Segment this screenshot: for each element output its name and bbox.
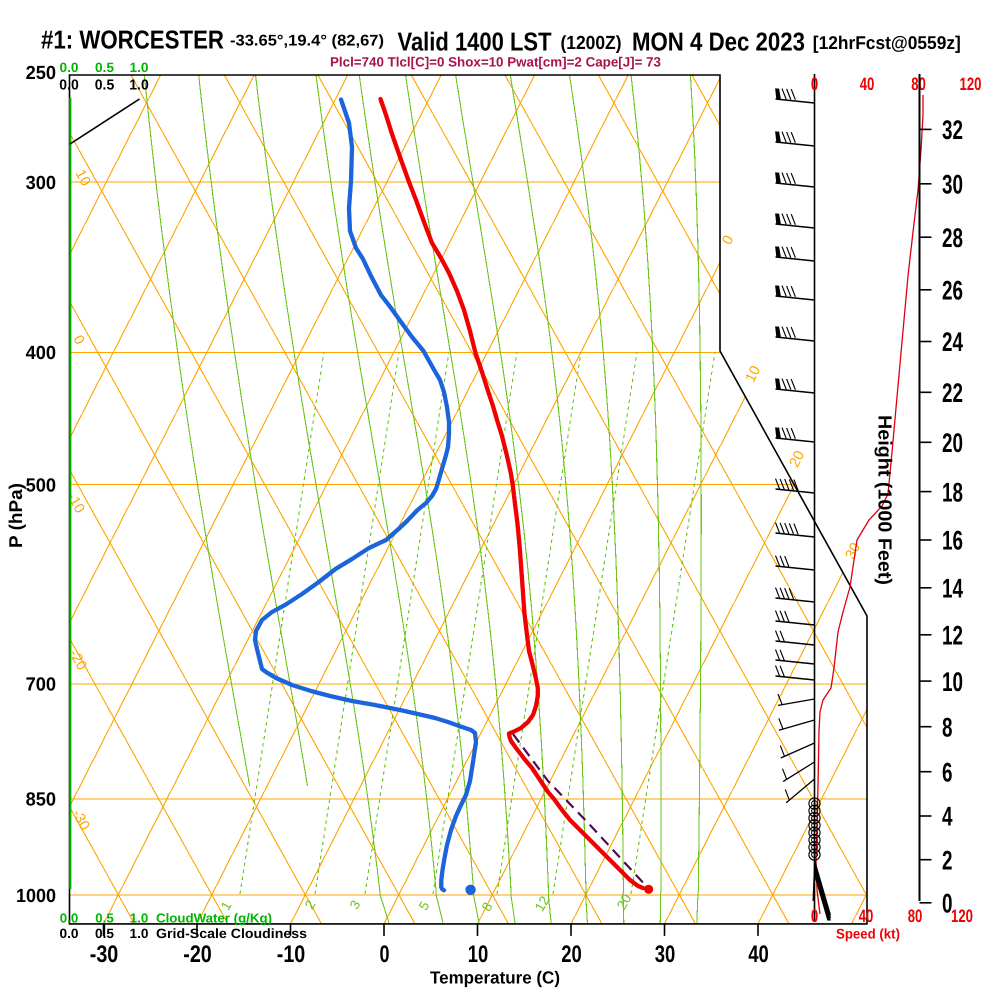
svg-text:P (hPa): P (hPa) xyxy=(5,483,26,548)
svg-text:20: 20 xyxy=(942,428,963,458)
svg-text:(1200Z): (1200Z) xyxy=(561,33,622,54)
svg-text:-10: -10 xyxy=(277,941,306,968)
svg-text:0.5: 0.5 xyxy=(95,78,115,94)
svg-text:26: 26 xyxy=(942,276,963,306)
svg-text:10: 10 xyxy=(72,167,94,189)
svg-text:30: 30 xyxy=(843,540,865,562)
svg-text:0.5: 0.5 xyxy=(95,911,114,926)
svg-text:Grid-Scale Cloudiness: Grid-Scale Cloudiness xyxy=(156,926,307,941)
svg-text:850: 850 xyxy=(26,790,56,811)
svg-text:0: 0 xyxy=(942,889,953,919)
svg-text:30: 30 xyxy=(942,170,963,200)
svg-text:Height (1000 Feet): Height (1000 Feet) xyxy=(874,415,895,585)
svg-text:40: 40 xyxy=(860,74,875,94)
svg-text:40: 40 xyxy=(859,906,874,926)
svg-text:MON 4 Dec 2023: MON 4 Dec 2023 xyxy=(632,26,805,56)
svg-text:#1: WORCESTER: #1: WORCESTER xyxy=(41,25,224,55)
svg-text:0: 0 xyxy=(811,74,818,94)
svg-text:24: 24 xyxy=(942,327,963,357)
svg-text:1.0: 1.0 xyxy=(130,926,149,941)
svg-text:0.5: 0.5 xyxy=(95,60,114,75)
svg-text:Valid 1400 LST: Valid 1400 LST xyxy=(398,26,552,56)
svg-text:12: 12 xyxy=(532,893,553,914)
svg-text:10: 10 xyxy=(468,941,489,968)
svg-text:20: 20 xyxy=(787,448,809,470)
svg-text:Plcl=740 Tlcl[C]=0 Shox=10 Pwa: Plcl=740 Tlcl[C]=0 Shox=10 Pwat[cm]=2 Ca… xyxy=(330,55,661,70)
svg-text:0: 0 xyxy=(380,941,390,968)
svg-text:120: 120 xyxy=(951,906,973,926)
svg-text:80: 80 xyxy=(908,906,923,926)
svg-text:400: 400 xyxy=(26,343,56,364)
svg-text:250: 250 xyxy=(26,63,56,84)
svg-text:10: 10 xyxy=(942,667,963,697)
svg-text:-30: -30 xyxy=(90,941,119,968)
svg-text:0.0: 0.0 xyxy=(60,60,79,75)
svg-text:30: 30 xyxy=(655,941,676,968)
svg-text:CloudWater (g/Kg): CloudWater (g/Kg) xyxy=(156,911,272,926)
svg-text:120: 120 xyxy=(960,74,982,94)
svg-text:[12hrFcst@0559z]: [12hrFcst@0559z] xyxy=(813,32,961,53)
svg-text:500: 500 xyxy=(26,475,56,496)
svg-text:6: 6 xyxy=(942,757,953,787)
svg-text:2: 2 xyxy=(942,845,953,875)
svg-text:1.0: 1.0 xyxy=(129,78,149,94)
svg-text:-33.65°,19.4° (82,67): -33.65°,19.4° (82,67) xyxy=(230,33,384,50)
svg-text:28: 28 xyxy=(942,223,963,253)
svg-text:22: 22 xyxy=(942,378,963,408)
svg-text:Speed (kt): Speed (kt) xyxy=(836,926,900,942)
svg-text:-20: -20 xyxy=(183,941,212,968)
svg-text:0.0: 0.0 xyxy=(60,926,79,941)
svg-text:40: 40 xyxy=(748,941,769,968)
svg-text:14: 14 xyxy=(942,574,963,604)
svg-text:4: 4 xyxy=(942,802,953,832)
svg-text:0.0: 0.0 xyxy=(59,78,79,94)
svg-text:Temperature (C): Temperature (C) xyxy=(430,968,560,988)
svg-text:20: 20 xyxy=(561,941,582,968)
svg-text:20: 20 xyxy=(614,891,635,912)
svg-text:300: 300 xyxy=(26,173,56,194)
svg-text:1.0: 1.0 xyxy=(130,911,149,926)
svg-text:8: 8 xyxy=(942,712,953,742)
svg-text:0.0: 0.0 xyxy=(60,911,79,926)
svg-text:18: 18 xyxy=(942,477,963,507)
svg-text:12: 12 xyxy=(942,621,963,651)
svg-text:0: 0 xyxy=(811,906,818,926)
svg-text:32: 32 xyxy=(942,115,963,145)
svg-text:1000: 1000 xyxy=(16,886,56,907)
svg-text:1.0: 1.0 xyxy=(130,60,149,75)
svg-text:700: 700 xyxy=(26,675,56,696)
svg-text:16: 16 xyxy=(942,526,963,556)
svg-text:10: 10 xyxy=(743,363,765,385)
